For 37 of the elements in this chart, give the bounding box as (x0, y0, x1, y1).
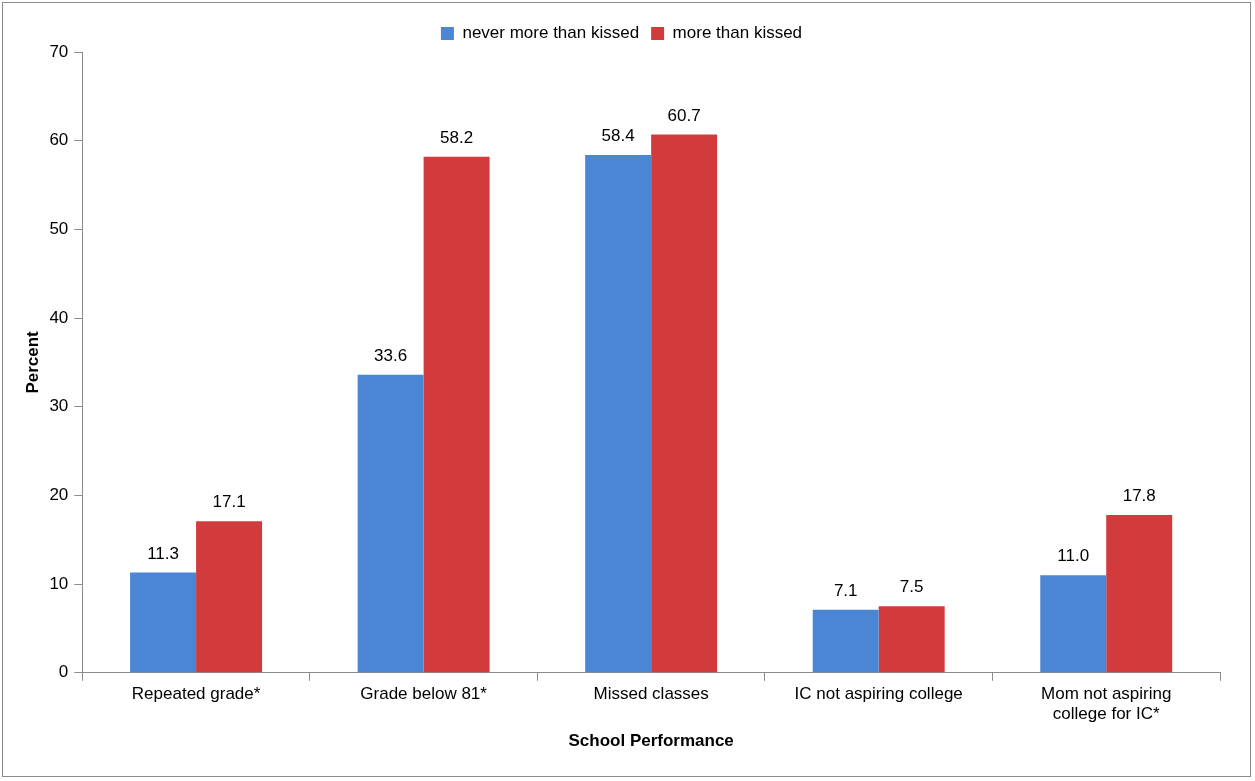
y-axis-title: Percent (22, 330, 42, 394)
data-label: 17.8 (1122, 486, 1156, 506)
y-tick-label: 50 (49, 219, 69, 239)
bar (130, 572, 197, 673)
legend-label: more than kissed (672, 23, 803, 43)
bar (423, 156, 490, 673)
y-tick-label: 70 (49, 41, 69, 61)
y-tick-label: 10 (49, 573, 69, 593)
x-axis-title: School Performance (568, 731, 734, 751)
data-label: 60.7 (667, 105, 701, 125)
data-label: 11.0 (1057, 546, 1090, 566)
data-label: 17.1 (212, 492, 246, 512)
bar (196, 521, 263, 673)
data-label: 58.4 (601, 126, 635, 146)
y-tick-label: 40 (49, 307, 69, 327)
bar (1040, 575, 1107, 673)
bar (812, 609, 879, 673)
data-label: 7.5 (899, 577, 924, 597)
legend-label: never more than kissed (462, 23, 640, 43)
data-label: 11.3 (147, 543, 179, 563)
data-label: 7.1 (833, 581, 858, 601)
y-tick-label: 0 (58, 662, 69, 682)
x-tick-label: Repeated grade* (131, 683, 261, 703)
bar (585, 154, 652, 673)
y-tick-label: 20 (49, 485, 69, 505)
x-tick-label: Missed classes (593, 683, 709, 703)
bar (1106, 514, 1173, 673)
y-tick-label: 60 (49, 130, 69, 150)
bar (357, 374, 424, 673)
x-tick-label: Mom not aspiring college for IC* (1041, 683, 1172, 724)
x-tick-label: Grade below 81* (360, 683, 488, 703)
y-tick-label: 30 (49, 396, 69, 416)
data-label: 33.6 (374, 346, 408, 365)
bar (878, 606, 945, 673)
bar (651, 134, 718, 673)
x-tick-label: IC not aspiring college (794, 683, 963, 703)
data-label: 58.2 (440, 127, 474, 147)
